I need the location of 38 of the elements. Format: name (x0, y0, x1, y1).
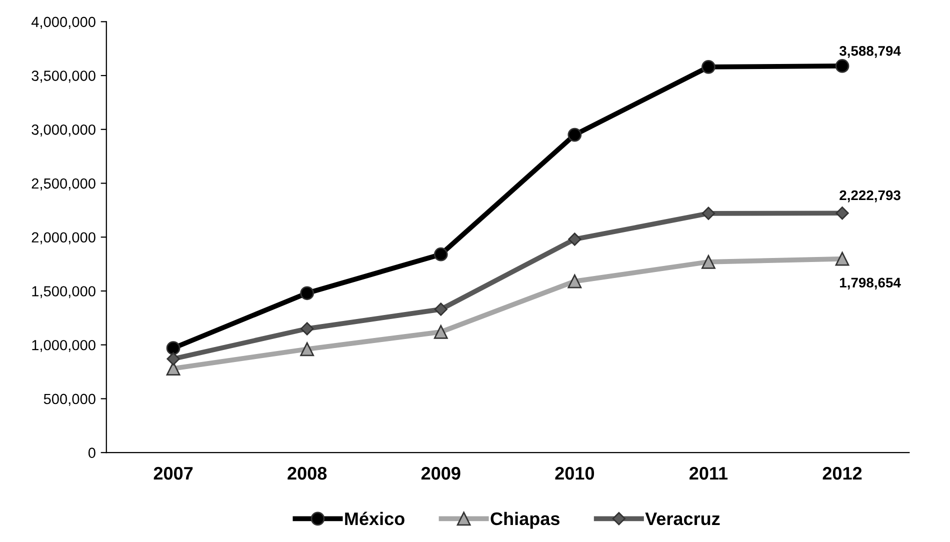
point (300, 342, 314, 356)
point (300, 286, 314, 300)
point (568, 274, 582, 288)
y-tick-label: 3,000,000 (32, 124, 96, 137)
point (702, 206, 716, 220)
point (835, 252, 850, 266)
y-tick-label: 1,000,000 (32, 340, 96, 352)
x-tick-label: 2011 (690, 466, 728, 480)
point (434, 302, 448, 316)
data-label: 3,588,794 (839, 46, 901, 58)
data-label: 1,798,654 (840, 278, 901, 290)
legend-label: Chiapas (490, 512, 560, 529)
data-label: 2,222,793 (840, 190, 900, 202)
x-tick-label: 2007 (154, 466, 193, 480)
y-tick-label: 4,000,000 (31, 16, 96, 29)
x-tick-label: 2009 (421, 466, 460, 480)
y-tick-label: 3,500,000 (32, 70, 96, 83)
point (702, 60, 716, 74)
point (836, 206, 849, 220)
y-tick-label: 2,500,000 (32, 178, 96, 190)
point (835, 59, 850, 73)
x-tick-label: 2010 (555, 466, 594, 480)
legend-label: Veracruz (645, 512, 720, 526)
point (434, 324, 448, 339)
point (434, 247, 448, 262)
point (166, 341, 180, 356)
y-tick-label: 0 (88, 448, 96, 458)
y-tick-label: 2,000,000 (32, 232, 96, 244)
point (568, 232, 582, 246)
y-tick-label: 1,500,000 (32, 286, 96, 298)
point (702, 254, 716, 269)
point (568, 128, 582, 142)
x-tick-label: 2008 (288, 466, 327, 480)
legend-label: México (345, 512, 404, 526)
point (166, 352, 180, 366)
x-tick-label: 2012 (822, 466, 862, 480)
y-tick-label: 500,000 (44, 394, 96, 406)
point (300, 322, 314, 336)
